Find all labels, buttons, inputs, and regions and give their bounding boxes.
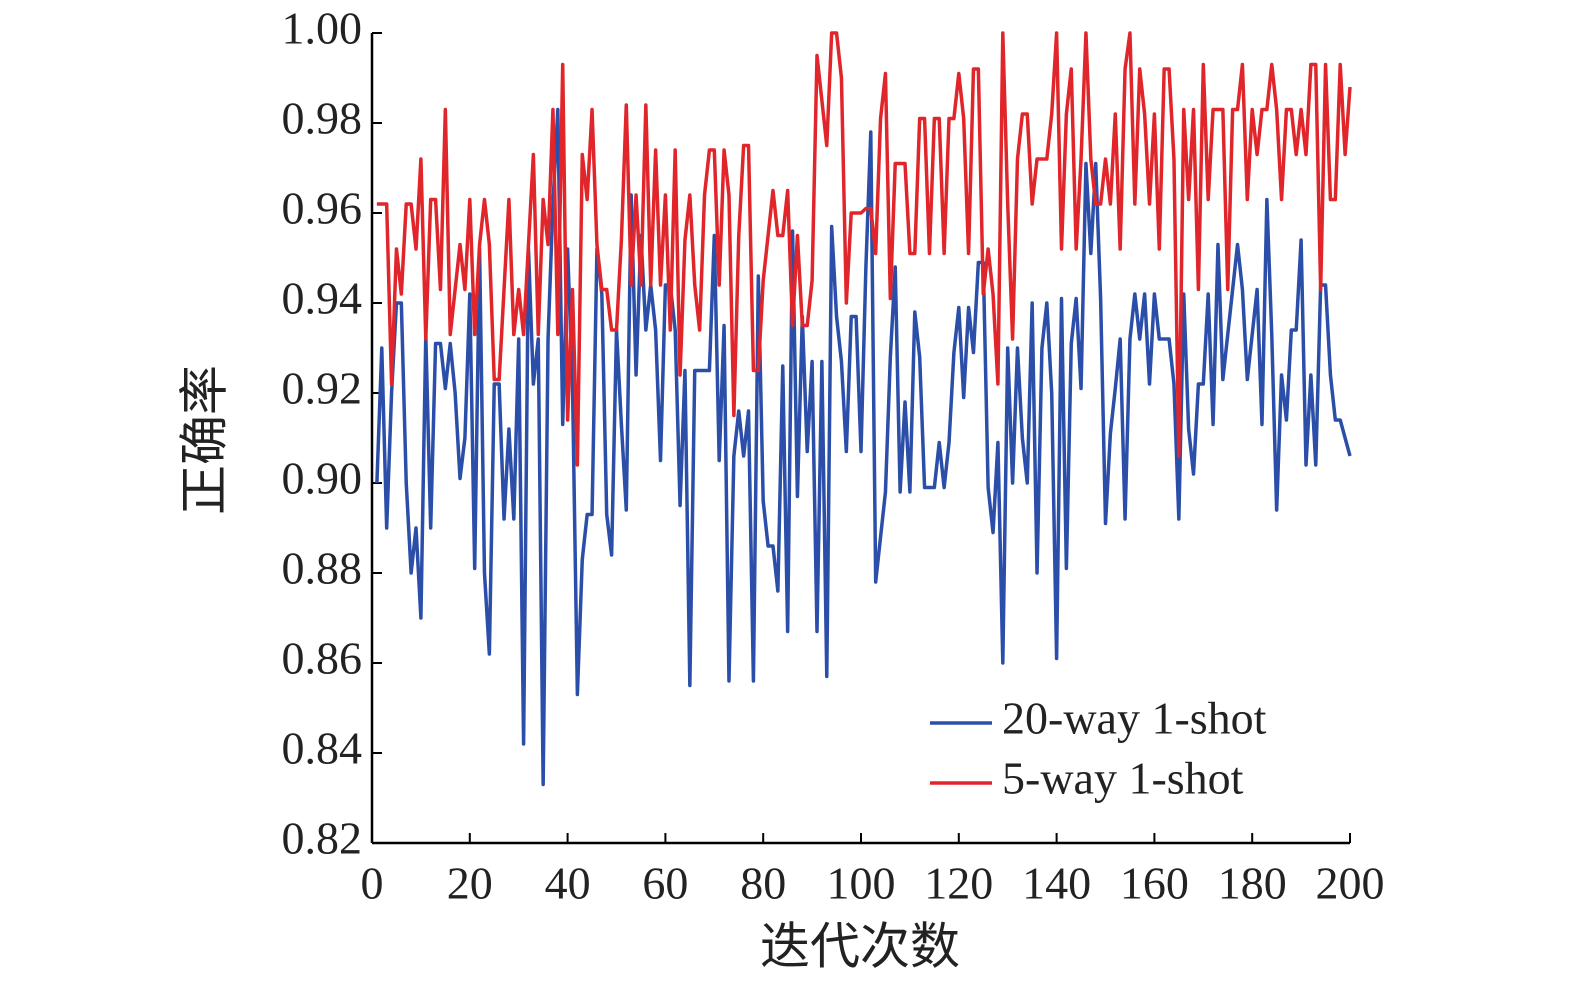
x-tick-label: 140	[1022, 858, 1091, 909]
x-tick-label: 40	[545, 858, 591, 909]
y-tick-label: 0.84	[282, 723, 363, 774]
x-tick-label: 120	[924, 858, 993, 909]
y-tick-label: 0.86	[282, 633, 363, 684]
legend-text: 20-way 1-shot	[1002, 693, 1267, 744]
series-line	[376, 31, 1352, 467]
x-axis-label: 迭代次数	[760, 918, 960, 974]
x-tick-label: 20	[447, 858, 493, 909]
x-tick-label: 60	[642, 858, 688, 909]
y-tick-label: 0.98	[282, 93, 363, 144]
x-tick-label: 180	[1218, 858, 1287, 909]
y-tick-label: 0.90	[282, 453, 363, 504]
y-tick-label: 0.92	[282, 363, 363, 414]
series-line	[375, 107, 1352, 787]
x-tick-label: 0	[361, 858, 384, 909]
x-tick-label: 80	[740, 858, 786, 909]
y-tick-label: 0.94	[282, 273, 363, 324]
y-tick-label: 0.96	[282, 183, 363, 234]
x-tick-label: 200	[1316, 858, 1385, 909]
y-tick-label: 0.82	[282, 813, 363, 864]
x-tick-label: 160	[1120, 858, 1189, 909]
y-tick-label: 1.00	[282, 3, 363, 54]
y-axis-label: 正确率	[176, 365, 232, 515]
y-tick-label: 0.88	[282, 543, 363, 594]
legend-text: 5-way 1-shot	[1002, 753, 1244, 804]
x-tick-label: 100	[827, 858, 896, 909]
